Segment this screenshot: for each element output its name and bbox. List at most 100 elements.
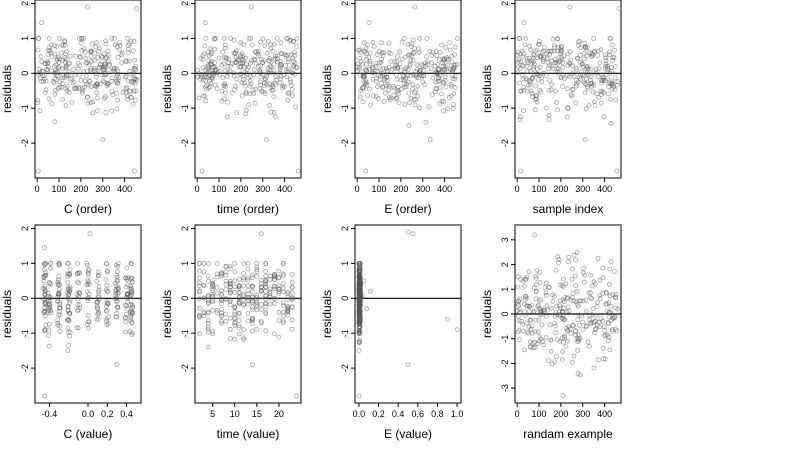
data-point <box>85 82 91 88</box>
x-tick-label: 10 <box>230 409 240 419</box>
data-point <box>393 96 399 102</box>
data-point <box>289 245 295 251</box>
data-point <box>518 88 523 94</box>
data-point <box>268 46 274 52</box>
data-point <box>113 290 119 296</box>
data-point <box>407 61 413 67</box>
data-point <box>295 168 301 174</box>
data-point <box>256 53 262 59</box>
data-point <box>604 308 610 314</box>
data-point <box>225 99 230 105</box>
data-point <box>232 51 238 56</box>
data-point <box>64 72 70 77</box>
data-point <box>224 114 230 120</box>
data-point <box>548 348 554 354</box>
data-point <box>46 321 52 327</box>
data-point <box>205 294 211 300</box>
y-tick-label: 0 <box>20 296 30 301</box>
data-point <box>277 70 283 76</box>
data-point <box>245 311 251 316</box>
data-point <box>592 103 598 108</box>
data-point <box>232 278 238 284</box>
data-point <box>541 48 546 54</box>
data-point <box>66 291 72 297</box>
data-point <box>537 280 543 285</box>
data-point <box>285 297 291 303</box>
data-point <box>266 70 272 76</box>
data-point <box>42 328 48 334</box>
data-point <box>538 54 543 60</box>
data-point <box>285 309 291 314</box>
data-point <box>536 329 541 335</box>
y-tick-label: -1 <box>180 104 190 112</box>
data-point <box>287 77 293 82</box>
x-tick-label: 0.0 <box>353 409 366 419</box>
data-point <box>381 99 387 104</box>
data-point <box>573 77 579 83</box>
data-point <box>568 297 574 303</box>
data-point <box>426 104 432 110</box>
y-axis-label: residuals <box>320 65 334 113</box>
data-point <box>556 260 561 266</box>
data-point <box>356 268 362 274</box>
data-point <box>553 310 559 315</box>
data-point <box>285 291 291 296</box>
data-point <box>432 63 438 69</box>
data-point <box>230 70 236 76</box>
data-point <box>530 94 535 100</box>
data-point <box>545 307 550 313</box>
data-point <box>579 313 584 319</box>
data-point <box>577 322 582 328</box>
data-point <box>560 84 565 89</box>
data-point <box>395 64 401 70</box>
data-point <box>534 268 540 274</box>
data-point <box>199 72 205 77</box>
data-point <box>129 80 135 85</box>
data-point <box>265 39 271 44</box>
data-point <box>85 68 90 74</box>
data-point <box>96 49 102 54</box>
data-point <box>564 86 570 92</box>
data-point <box>518 114 523 120</box>
data-point <box>578 52 583 58</box>
data-point <box>546 358 551 364</box>
data-point <box>608 310 614 316</box>
data-point <box>276 268 282 274</box>
data-point <box>202 93 208 99</box>
data-point <box>608 317 614 323</box>
x-tick-label: 0.2 <box>372 409 385 419</box>
data-point <box>82 78 88 84</box>
y-tick-label: -1 <box>340 329 350 337</box>
data-point <box>114 79 119 84</box>
data-point <box>133 76 139 82</box>
data-point <box>569 276 575 282</box>
data-point <box>374 79 379 84</box>
data-point <box>129 279 135 285</box>
data-point <box>356 47 361 53</box>
data-point <box>284 52 290 58</box>
panel-3: 0 100 200 300 400 -2 -1 0 1 2 E (order) residuals <box>320 0 462 216</box>
data-point <box>573 100 578 106</box>
data-point <box>383 90 388 96</box>
data-point <box>596 66 602 71</box>
data-point <box>115 260 121 266</box>
data-point <box>602 333 608 339</box>
data-point <box>60 75 66 81</box>
data-point <box>582 90 588 95</box>
data-point <box>200 65 206 70</box>
data-point <box>519 318 524 324</box>
data-point <box>263 309 269 315</box>
data-point <box>517 66 523 71</box>
data-point <box>196 288 202 294</box>
data-point <box>423 54 429 59</box>
data-point <box>65 348 71 353</box>
data-point <box>363 78 369 84</box>
data-point <box>214 271 220 277</box>
data-point <box>570 290 576 296</box>
data-point <box>416 75 421 81</box>
data-point <box>35 168 41 174</box>
data-point <box>222 90 228 96</box>
data-point <box>99 72 105 77</box>
data-point <box>49 42 54 48</box>
data-point <box>574 336 580 342</box>
